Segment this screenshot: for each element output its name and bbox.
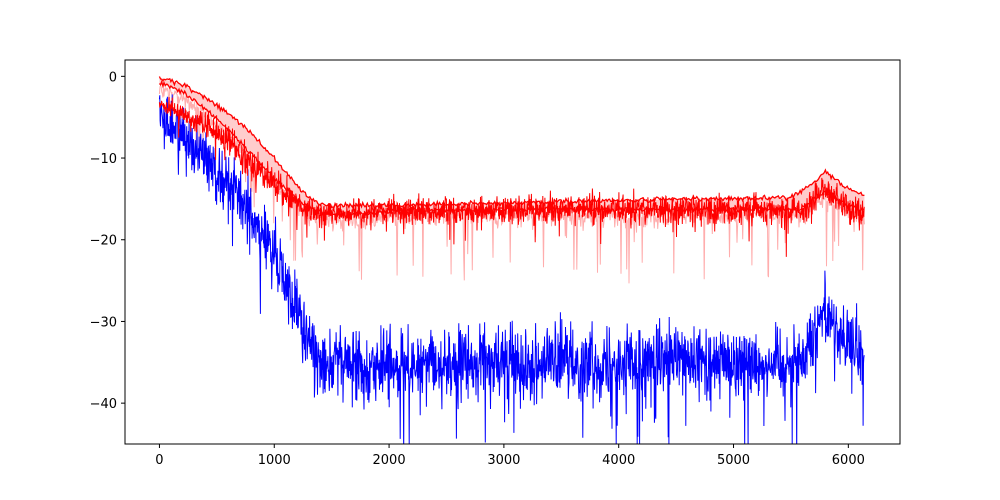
y-axis: 0 −10 −20 −30 −40 (90, 70, 125, 412)
x-tick-label: 2000 (373, 453, 406, 468)
y-tick-label: −40 (90, 397, 117, 412)
x-axis: 0 1000 2000 3000 4000 5000 6000 (155, 444, 865, 468)
plot-area (125, 60, 900, 444)
series-line-0 (158, 94, 865, 444)
series-line-2 (158, 76, 865, 210)
chart-marks (158, 76, 865, 444)
y-tick-label: −20 (90, 234, 117, 249)
x-tick-label: 0 (155, 453, 163, 468)
x-tick-label: 6000 (832, 453, 865, 468)
series-line-3 (158, 79, 865, 220)
x-tick-label: 1000 (258, 453, 291, 468)
x-tick-label: 3000 (487, 453, 520, 468)
y-tick-label: −10 (90, 152, 117, 167)
plot-frame (124, 59, 901, 445)
x-tick-label: 5000 (717, 453, 750, 468)
y-tick-label: 0 (109, 70, 117, 85)
x-tick-label: 4000 (602, 453, 635, 468)
y-tick-label: −30 (90, 315, 117, 330)
